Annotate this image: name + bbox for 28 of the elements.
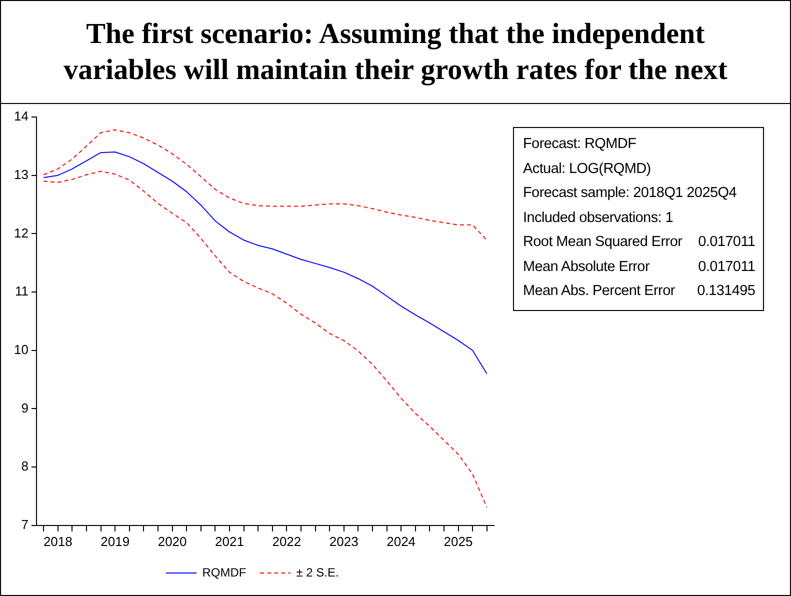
x-tick-label: 2023: [329, 534, 358, 549]
text: Forecast: RQMDF: [523, 135, 638, 154]
line-series: [43, 170, 488, 508]
text: Included observations: 1: [523, 208, 674, 228]
x-tick-label: 2019: [100, 534, 130, 549]
text: Mean Abs. Percent Error 0.131495: [523, 283, 756, 299]
y-tick-label: 10: [14, 342, 28, 357]
x-tick-label: 2020: [158, 534, 187, 549]
y-tick-label: 13: [14, 166, 28, 182]
y-tick-label: 12: [14, 225, 28, 240]
legend-label: RQMDF: [202, 565, 246, 580]
x-tick-label: 2025: [444, 534, 473, 549]
legend-label: ± 2 S.E.: [296, 565, 339, 580]
x-tick-label: 2024: [386, 534, 416, 549]
x-tick-label: 2021: [215, 534, 244, 549]
y-tick-label: 14: [14, 108, 28, 124]
text: Actual: LOG(RQMD): [523, 160, 652, 178]
x-tick-label: 2022: [272, 534, 302, 549]
y-tick-label: 9: [21, 400, 28, 416]
text: Mean Absolute Error 0.017011: [523, 258, 756, 274]
y-tick-label: 7: [21, 516, 28, 532]
chart-title: The first scenario: Assuming that the independent variables will maintain their growth rates for the next: [1, 1, 790, 104]
text: Forecast sample: 2018Q1 2025Q4: [523, 184, 738, 203]
y-tick-label: 11: [14, 284, 28, 299]
text: Root Mean Squared Error 0.017011: [523, 233, 756, 252]
y-tick-label: 8: [21, 458, 28, 474]
x-tick-label: 2018: [43, 534, 72, 549]
line-series: [43, 129, 488, 241]
